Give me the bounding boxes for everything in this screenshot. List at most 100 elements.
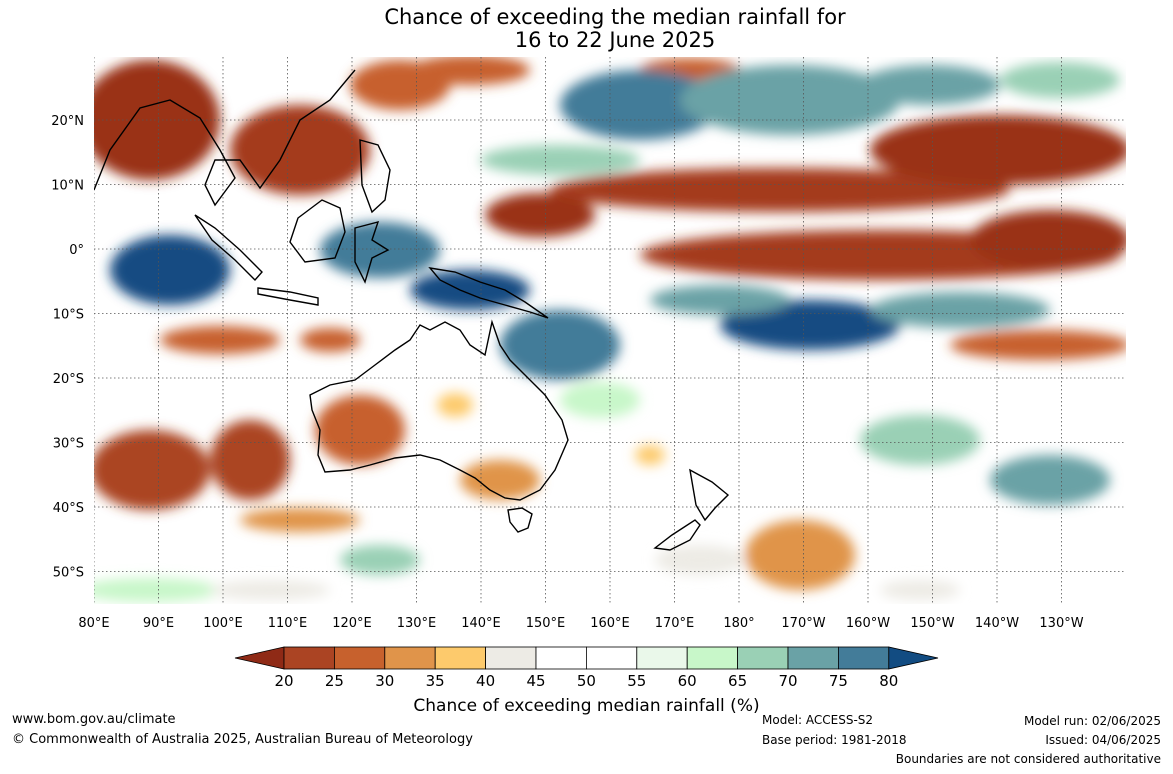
field-patch-wet xyxy=(870,292,1050,328)
map-title-line1: Chance of exceeding the median rainfall … xyxy=(384,5,846,29)
new-guinea-coastline xyxy=(428,267,549,319)
field-patch-dry xyxy=(410,57,530,85)
lat-tick-label: 10°N xyxy=(51,179,84,194)
field-patch-dry xyxy=(210,420,290,500)
field-patch-dry xyxy=(870,115,1126,185)
longitude-axis-labels: 80°E 90°E 100°E 110°E 120°E 130°E 140°E 150°E 16… xyxy=(78,616,1083,631)
field-patch-wet xyxy=(110,235,230,305)
field-patch-dry xyxy=(160,326,280,354)
colorbar-tick-label: 80 xyxy=(879,672,898,690)
new-zealand-south-coastline xyxy=(653,519,701,551)
colorbar-over-arrow xyxy=(888,646,939,670)
southeast-asia-coastline xyxy=(94,69,356,207)
lon-tick-label: 110°E xyxy=(268,616,308,631)
field-patch-wet xyxy=(860,415,980,465)
field-patch-neutral xyxy=(655,545,745,575)
field-patch-wet xyxy=(680,65,900,135)
site-url: www.bom.gov.au/climate xyxy=(12,712,176,727)
copyright-notice: © Commonwealth of Australia 2025, Austra… xyxy=(12,732,473,747)
field-patch-dry xyxy=(950,330,1126,360)
field-patch-wet xyxy=(720,300,900,350)
colorbar-tick-label: 50 xyxy=(577,672,596,690)
field-patch-wet xyxy=(320,222,440,278)
java-coastline xyxy=(257,287,319,306)
lon-tick-label: 160°E xyxy=(590,616,630,631)
field-patch-wet xyxy=(500,310,620,380)
colorbar-bin xyxy=(434,646,487,670)
lat-tick-label: 0° xyxy=(69,243,84,258)
field-patch-dry xyxy=(460,460,540,500)
map-title-line2: 16 to 22 June 2025 xyxy=(514,28,716,52)
australia-coastline xyxy=(309,319,569,501)
colorbar-bin xyxy=(283,646,335,670)
colorbar-bin xyxy=(838,646,890,670)
colorbar-tick-label: 40 xyxy=(476,672,495,690)
field-patch-wet xyxy=(560,382,640,418)
colorbar-bin xyxy=(737,646,789,670)
model-run-date: Model run: 02/06/2025 xyxy=(1023,714,1161,728)
colorbar-label: Chance of exceeding median rainfall (%) xyxy=(413,696,760,716)
latitude-axis-labels: 20°N 10°N 0° 10°S 20°S 30°S 40°S 50°S xyxy=(51,114,84,581)
borneo-coastline xyxy=(289,199,346,263)
colorbar-tick-label: 25 xyxy=(325,672,344,690)
field-patch-dry xyxy=(485,193,595,237)
coastlines xyxy=(94,69,730,551)
field-patch-wet xyxy=(1000,62,1120,98)
field-patch-dry xyxy=(550,168,1010,212)
field-patch-dry xyxy=(94,60,220,180)
lon-tick-label: 130°E xyxy=(397,616,437,631)
colorbar-bin xyxy=(787,646,839,670)
field-patch-wet xyxy=(410,270,530,310)
field-patch-neutral xyxy=(880,580,960,600)
colorbar-tick-label: 30 xyxy=(375,672,394,690)
field-patch-wet xyxy=(860,65,1000,105)
lon-tick-label: 170°W xyxy=(781,616,825,631)
field-patch-wet xyxy=(480,145,640,175)
colorbar-tick-label: 20 xyxy=(274,672,293,690)
colorbar-tick-label: 35 xyxy=(426,672,445,690)
field-patch-neutral xyxy=(210,580,330,600)
lon-tick-label: 150°E xyxy=(526,616,566,631)
field-patch-dry xyxy=(300,328,360,352)
lat-tick-label: 20°N xyxy=(51,114,84,129)
field-patch-dry xyxy=(230,105,370,195)
field-patch-dry xyxy=(437,393,473,417)
lon-tick-label: 80°E xyxy=(78,616,109,631)
colorbar-bin xyxy=(485,646,537,670)
lon-tick-label: 140°W xyxy=(975,616,1019,631)
colorbar: 20 25 30 35 40 45 50 55 60 65 70 75 80 xyxy=(234,646,939,690)
lon-tick-label: 100°E xyxy=(203,616,243,631)
lon-tick-label: 130°W xyxy=(1039,616,1083,631)
field-patch-dry xyxy=(745,520,855,590)
model-name: Model: ACCESS-S2 xyxy=(762,713,874,727)
colorbar-bin xyxy=(333,646,386,670)
lat-tick-label: 30°S xyxy=(53,437,84,452)
new-zealand-north-coastline xyxy=(689,468,730,522)
map-plot-area xyxy=(94,57,1126,604)
field-patch-dry xyxy=(94,430,210,510)
lat-tick-label: 20°S xyxy=(53,372,84,387)
lat-tick-label: 40°S xyxy=(53,501,84,516)
tasmania-coastline xyxy=(507,507,533,533)
field-patch-dry xyxy=(635,445,665,465)
field-patch-dry xyxy=(240,508,360,532)
colorbar-tick-label: 65 xyxy=(728,672,747,690)
colorbar-bin xyxy=(586,646,638,670)
lat-tick-label: 50°S xyxy=(53,566,84,581)
field-patch-wet xyxy=(94,578,220,602)
lat-tick-label: 10°S xyxy=(53,308,84,323)
boundaries-disclaimer: Boundaries are not considered authoritat… xyxy=(895,752,1161,766)
lon-tick-label: 170°E xyxy=(655,616,695,631)
colorbar-tick-label: 70 xyxy=(778,672,797,690)
lon-tick-label: 140°E xyxy=(461,616,501,631)
lon-tick-label: 180° xyxy=(723,616,754,631)
field-patch-wet xyxy=(990,455,1110,505)
issued-date: Issued: 04/06/2025 xyxy=(1045,733,1161,747)
sulawesi-coastline xyxy=(354,220,390,284)
rainfall-probability-field xyxy=(94,57,1126,602)
colorbar-bin xyxy=(535,646,587,670)
colorbar-bin xyxy=(636,646,688,670)
colorbar-tick-label: 75 xyxy=(829,672,848,690)
lon-tick-label: 120°E xyxy=(332,616,372,631)
